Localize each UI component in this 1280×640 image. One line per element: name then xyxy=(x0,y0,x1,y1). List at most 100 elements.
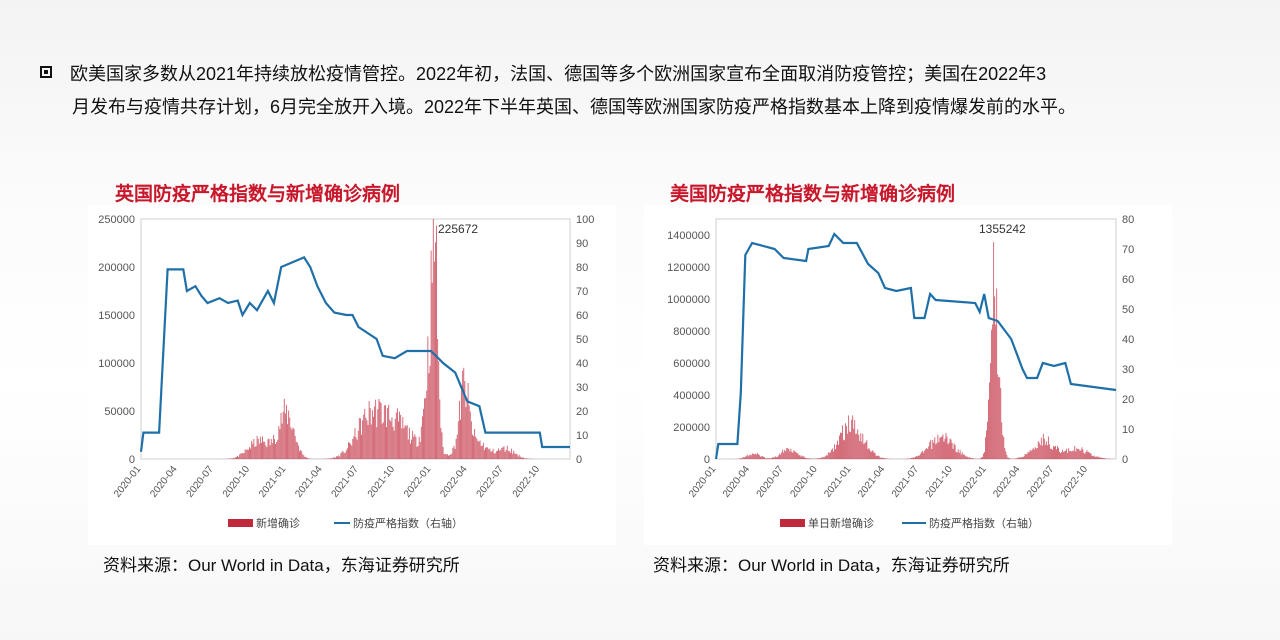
case-bar xyxy=(769,458,770,459)
case-bar xyxy=(267,439,269,459)
case-bar xyxy=(848,415,850,459)
case-bar xyxy=(487,447,489,459)
case-bar xyxy=(925,449,927,459)
case-bar xyxy=(516,453,518,459)
case-bar xyxy=(756,452,758,459)
case-bar xyxy=(391,417,393,459)
case-bar xyxy=(337,456,339,459)
case-bar xyxy=(361,434,362,459)
case-bar xyxy=(944,438,946,459)
case-bar xyxy=(949,438,951,459)
case-bar xyxy=(288,410,290,459)
case-bar xyxy=(370,424,372,459)
case-bar xyxy=(1043,438,1045,459)
case-bar xyxy=(438,361,440,459)
case-bar xyxy=(1025,454,1027,459)
case-bar xyxy=(289,417,291,459)
case-bar xyxy=(366,420,368,459)
case-bar xyxy=(1041,445,1043,459)
case-bar xyxy=(461,385,463,459)
case-bar xyxy=(748,455,750,459)
case-bar xyxy=(413,436,415,459)
case-bar xyxy=(827,452,829,459)
case-bar xyxy=(1027,451,1029,459)
case-bar xyxy=(244,449,246,459)
case-bar xyxy=(775,456,777,459)
case-bar xyxy=(254,446,256,459)
case-bar xyxy=(520,457,522,459)
case-bar xyxy=(860,433,862,459)
case-bar xyxy=(354,428,356,459)
case-bar xyxy=(779,453,781,459)
bullet-icon xyxy=(40,66,52,78)
x-axis-tick: 2021-01 xyxy=(822,464,854,500)
case-bar xyxy=(433,261,435,459)
case-bar xyxy=(919,455,921,459)
x-axis-tick: 2020-10 xyxy=(789,464,821,500)
case-bar xyxy=(1101,457,1103,459)
case-bar xyxy=(1100,457,1102,459)
case-bar xyxy=(411,439,412,459)
case-bar xyxy=(852,415,854,459)
right-axis-tick: 90 xyxy=(576,238,588,250)
case-bar xyxy=(339,456,341,459)
case-bar xyxy=(833,444,835,459)
case-bar xyxy=(478,441,480,459)
case-bar xyxy=(862,433,864,459)
case-bar xyxy=(829,452,831,459)
case-bar xyxy=(1090,453,1092,459)
x-axis-tick: 2021-10 xyxy=(924,464,956,500)
case-bar xyxy=(286,404,287,459)
case-bar xyxy=(352,439,354,459)
case-bar xyxy=(277,439,279,459)
right-axis-tick: 60 xyxy=(1122,274,1134,286)
case-bar xyxy=(1096,456,1098,459)
case-bar xyxy=(266,447,268,459)
case-bar xyxy=(245,449,247,459)
case-bar xyxy=(449,455,451,459)
case-bar xyxy=(749,454,751,459)
case-bar xyxy=(875,455,877,459)
case-bar xyxy=(465,407,467,459)
case-bar xyxy=(816,458,818,459)
case-bar xyxy=(443,454,445,459)
case-bar xyxy=(262,436,263,459)
x-axis-tick: 2022-10 xyxy=(511,464,543,500)
case-bar xyxy=(430,250,432,459)
stringency-line xyxy=(139,256,570,452)
case-bar xyxy=(958,452,960,459)
case-bar xyxy=(915,456,916,459)
case-bar xyxy=(386,427,387,459)
case-bar xyxy=(457,421,459,459)
case-bar xyxy=(400,414,402,459)
case-bar xyxy=(1055,445,1056,459)
case-bar xyxy=(469,411,471,459)
case-bar xyxy=(432,219,434,459)
case-bar xyxy=(1060,452,1062,459)
case-bar xyxy=(368,401,370,459)
case-bar xyxy=(329,458,331,459)
case-bar xyxy=(301,451,303,459)
case-bar xyxy=(474,429,476,459)
case-bar xyxy=(250,448,252,459)
case-bar xyxy=(962,454,964,459)
case-bar xyxy=(460,419,461,459)
case-bar xyxy=(1056,449,1057,459)
case-bar xyxy=(991,329,993,459)
case-bar xyxy=(393,430,395,459)
case-bar xyxy=(742,457,744,459)
case-bar xyxy=(415,436,417,459)
case-bar xyxy=(260,442,262,459)
case-bar xyxy=(774,457,776,459)
case-bar xyxy=(247,449,249,459)
case-bar xyxy=(271,443,273,459)
case-bar xyxy=(1059,451,1060,459)
case-bar xyxy=(1093,455,1095,459)
case-bar xyxy=(786,447,788,459)
case-bar xyxy=(910,458,911,459)
case-bar xyxy=(1031,449,1033,459)
case-bar xyxy=(752,454,754,459)
case-bar xyxy=(1021,457,1023,459)
case-bar xyxy=(305,456,307,459)
case-bar xyxy=(969,457,971,459)
